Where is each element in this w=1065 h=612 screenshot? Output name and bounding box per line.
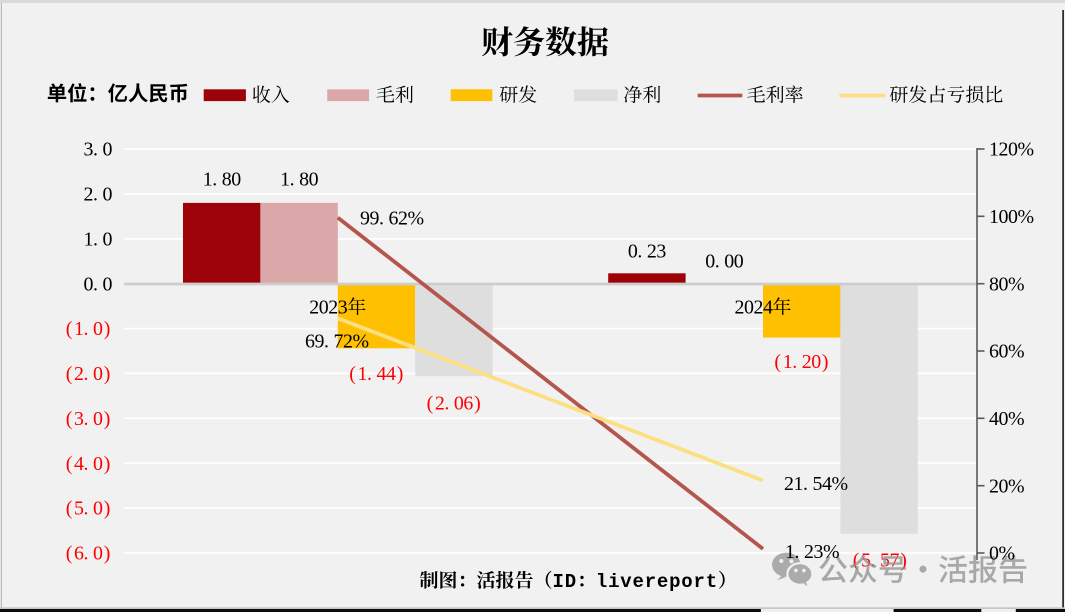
svg-text:21.54%: 21.54% xyxy=(784,473,848,495)
svg-text:(5.0): (5.0) xyxy=(66,498,111,520)
svg-text:2023: 2023 xyxy=(309,297,348,319)
svg-text:99.62%: 99.62% xyxy=(360,208,424,230)
svg-text:(2.06): (2.06) xyxy=(427,393,481,415)
svg-text:0%: 0% xyxy=(989,543,1015,565)
svg-text:(1.44): (1.44) xyxy=(349,363,403,385)
svg-text:0.23: 0.23 xyxy=(628,241,667,263)
svg-text:2024: 2024 xyxy=(735,297,774,319)
svg-text:ID: ID xyxy=(553,571,577,593)
svg-text:(6.0): (6.0) xyxy=(66,543,111,565)
svg-text:120%: 120% xyxy=(989,139,1034,161)
svg-text:69.72%: 69.72% xyxy=(305,331,369,353)
svg-text:(1.0): (1.0) xyxy=(66,318,111,340)
svg-text:1.80: 1.80 xyxy=(203,169,242,191)
svg-text:40%: 40% xyxy=(989,408,1025,430)
svg-text:1.23%: 1.23% xyxy=(785,541,840,563)
svg-text:(1.20): (1.20) xyxy=(774,351,828,373)
svg-text:(4.0): (4.0) xyxy=(66,453,111,475)
svg-text:1.80: 1.80 xyxy=(280,169,319,191)
svg-text:livereport: livereport xyxy=(596,571,718,593)
svg-text:(5.57): (5.57) xyxy=(853,550,907,572)
svg-text:100%: 100% xyxy=(989,206,1034,228)
svg-text:(3.0): (3.0) xyxy=(66,408,111,430)
svg-text:80%: 80% xyxy=(989,273,1025,295)
svg-text:(2.0): (2.0) xyxy=(66,363,111,385)
svg-text:60%: 60% xyxy=(989,341,1025,363)
svg-text:0.00: 0.00 xyxy=(705,251,744,273)
svg-text:20%: 20% xyxy=(989,475,1025,497)
